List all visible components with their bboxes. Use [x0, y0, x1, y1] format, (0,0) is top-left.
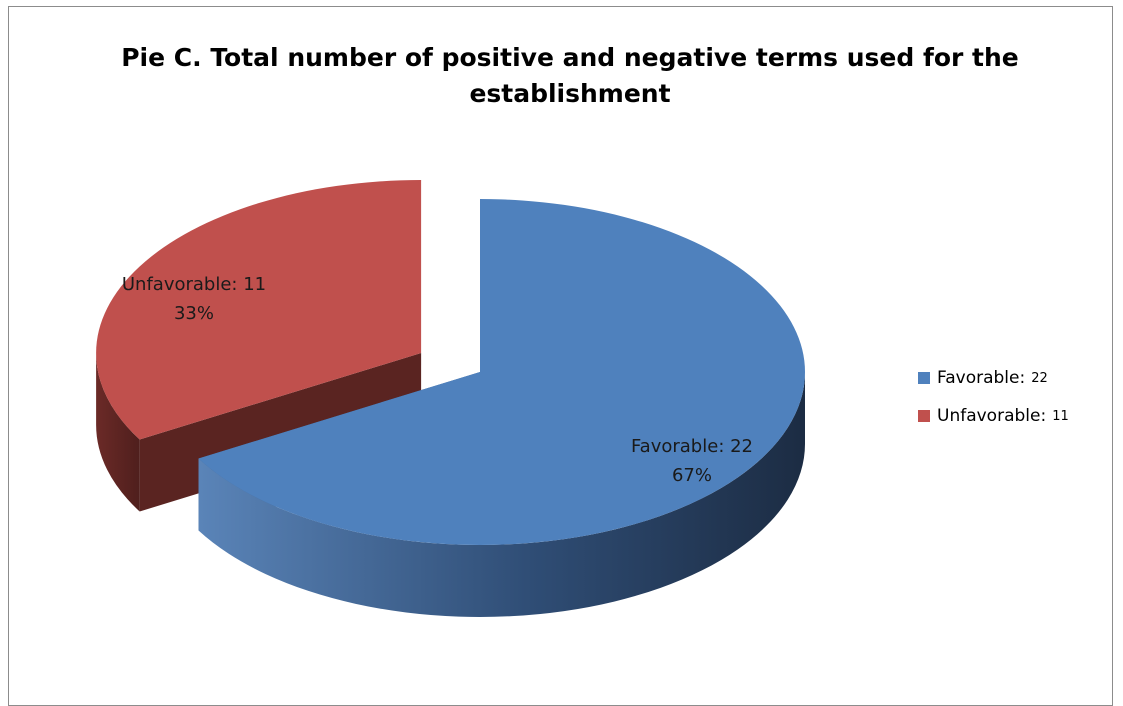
pie-chart: Favorable: 22 67% Unfavorable: 11 33% — [96, 180, 805, 617]
chart-title-line-1: Pie C. Total number of positive and nega… — [121, 43, 1019, 72]
slice-favorable-top — [198, 199, 805, 545]
legend-label-favorable: Favorable: — [937, 368, 1026, 388]
legend-swatch-unfavorable — [918, 410, 930, 422]
legend-item-unfavorable: Unfavorable: 11 — [918, 402, 1069, 430]
legend-value-favorable: 22 — [1031, 370, 1048, 386]
legend-value-unfavorable: 11 — [1052, 408, 1069, 424]
data-label-unfavorable-line-1: Unfavorable: 11 — [122, 274, 266, 295]
slice-favorable-side — [198, 372, 805, 617]
data-label-favorable-line-1: Favorable: 22 — [631, 436, 753, 457]
legend-label-unfavorable: Unfavorable: — [937, 406, 1047, 426]
slice-unfavorable-side — [96, 353, 140, 512]
legend-swatch-favorable — [918, 372, 930, 384]
legend: Favorable: 22 Unfavorable: 11 — [918, 364, 1069, 440]
chart-title: Pie C. Total number of positive and nega… — [60, 40, 1080, 112]
data-label-unfavorable-line-2: 33% — [174, 303, 214, 324]
slice-unfavorable-top — [96, 180, 422, 440]
data-label-favorable-line-2: 67% — [672, 465, 712, 486]
legend-item-favorable: Favorable: 22 — [918, 364, 1069, 392]
chart-title-line-2: establishment — [469, 79, 671, 108]
